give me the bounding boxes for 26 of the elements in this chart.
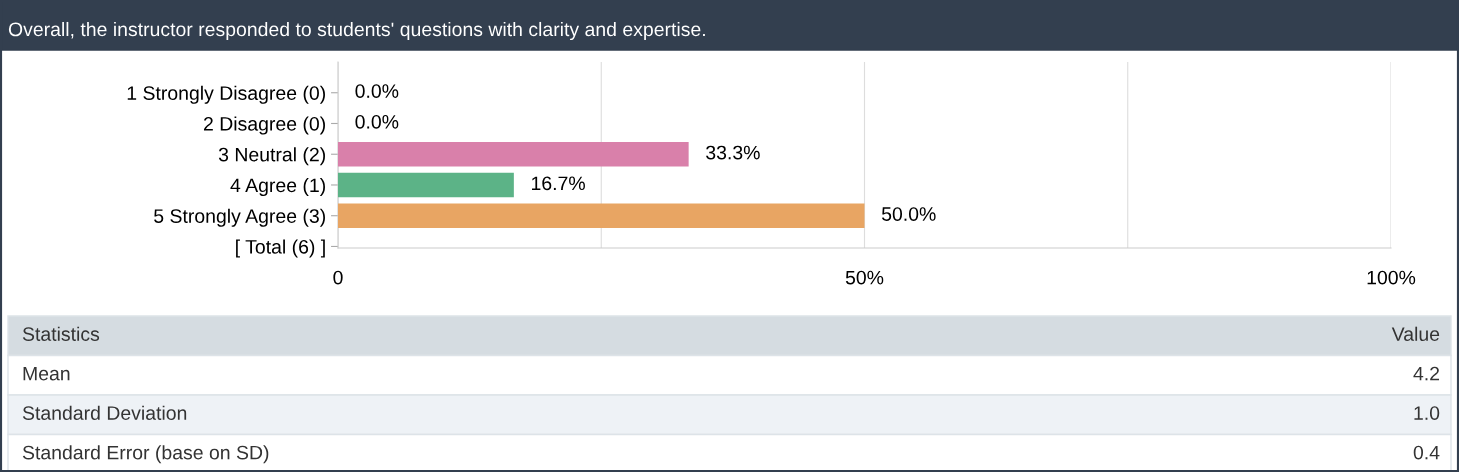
text: Standard Error (base on SD): [22, 445, 269, 464]
text: Mean: [23, 366, 70, 381]
y-tick-label: 1 Strongly Disagree (0): [127, 85, 325, 104]
x-tick-label: 0: [333, 270, 343, 285]
x-tick-label: 50%: [845, 270, 884, 285]
data-label: 50.0%: [881, 207, 936, 221]
bar: [338, 203, 865, 229]
x-tick-label: 100%: [1367, 270, 1416, 285]
data-label: 0.0%: [355, 114, 399, 129]
y-tick-label: 5 Strongly Agree (3): [154, 208, 325, 227]
text: Value: [1391, 326, 1440, 341]
text: 1.0: [1414, 406, 1440, 420]
y-tick-label: 2 Disagree (0): [203, 116, 325, 135]
y-tick-label: 4 Agree (1): [230, 177, 325, 197]
y-tick-label: [ Total (6) ]: [236, 239, 325, 258]
text: 4.2: [1413, 366, 1440, 381]
chart-title: Overall, the instructor responded to students' questions with clarity and expertise.: [8, 21, 705, 41]
data-label: 0.0%: [355, 84, 399, 98]
bar: [338, 172, 514, 198]
text: 0.4: [1413, 445, 1440, 460]
data-label: 16.7%: [532, 176, 585, 191]
data-label: 33.3%: [706, 145, 760, 160]
bar: [338, 141, 689, 167]
text: Statistics: [22, 326, 100, 341]
text: Standard Deviation: [22, 405, 187, 420]
y-tick-label: 3 Neutral (2): [218, 147, 325, 166]
